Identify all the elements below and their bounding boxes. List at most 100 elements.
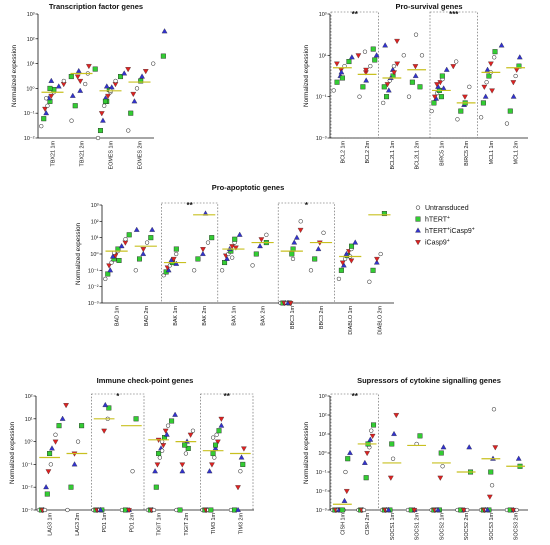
- data-point-htert: [438, 450, 444, 456]
- data-point-untransduced: [75, 439, 81, 444]
- x-tick-label: BAK 1m: [173, 305, 179, 325]
- data-point-icasp9: [187, 432, 194, 438]
- data-point-htert: [106, 405, 112, 411]
- y-tick-label: 10²: [319, 413, 327, 419]
- data-point-icasp9: [126, 508, 132, 514]
- data-point-icasp9: [142, 69, 149, 75]
- data-point-untransduced: [321, 230, 326, 235]
- panel-pro-survival: Pro-survival genes Normalized expession 10…: [303, 2, 528, 169]
- y-tick-label: 10²: [25, 394, 33, 400]
- data-point-htert-icasp9: [206, 468, 213, 474]
- y-axis-label: Normalized expession: [9, 422, 16, 484]
- data-point-htert-icasp9: [133, 226, 140, 232]
- data-point-untransduced: [378, 251, 383, 257]
- x-tick-label: DIABLO 2m: [377, 305, 383, 334]
- data-point-htert-icasp9: [200, 250, 206, 256]
- y-tick-label: 10¹: [319, 53, 327, 59]
- legend-marker-4: [415, 240, 421, 246]
- data-point-htert: [128, 110, 134, 116]
- data-point-untransduced: [489, 483, 495, 488]
- data-point-htert-icasp9: [173, 260, 180, 266]
- data-point-htert-icasp9: [97, 506, 104, 512]
- data-point-icasp9: [492, 445, 499, 451]
- data-point-htert: [372, 57, 378, 63]
- data-point-htert-icasp9: [443, 66, 450, 72]
- data-point-htert: [232, 236, 238, 242]
- data-point-icasp9: [140, 247, 147, 253]
- data-point-htert-icasp9: [291, 239, 298, 245]
- comparison-box: [161, 202, 219, 304]
- data-point-htert: [156, 451, 162, 457]
- data-point-htert-icasp9: [107, 267, 114, 273]
- data-point-htert: [417, 433, 423, 439]
- data-point-untransduced: [205, 240, 211, 245]
- data-point-untransduced: [478, 115, 484, 120]
- data-point-htert: [439, 73, 445, 79]
- data-point-untransduced: [513, 73, 518, 79]
- data-point-icasp9: [218, 416, 225, 422]
- data-point-htert-icasp9: [164, 431, 170, 437]
- data-point-icasp9: [387, 475, 394, 481]
- data-point-untransduced: [230, 255, 235, 260]
- data-point-icasp9: [369, 433, 376, 439]
- data-point-icasp9: [364, 451, 370, 457]
- data-point-htert-icasp9: [55, 83, 62, 89]
- data-point-htert: [210, 451, 216, 457]
- data-point-icasp9: [343, 489, 350, 495]
- data-point-htert-icasp9: [363, 77, 370, 83]
- data-point-htert: [173, 246, 179, 252]
- data-point-icasp9: [339, 260, 346, 266]
- data-point-icasp9: [101, 428, 107, 434]
- data-point-untransduced: [42, 507, 48, 513]
- data-point-untransduced: [401, 53, 406, 58]
- data-point-untransduced: [133, 268, 138, 273]
- data-point-htert-icasp9: [103, 83, 110, 89]
- data-point-untransduced: [157, 455, 162, 460]
- data-point-icasp9: [412, 64, 419, 70]
- y-axis-label: Normalized expession: [303, 45, 310, 107]
- data-point-untransduced: [390, 456, 396, 461]
- data-point-untransduced: [44, 96, 49, 101]
- data-point-htert: [79, 423, 85, 429]
- data-point-htert: [431, 100, 437, 106]
- y-tick-label: 10³: [319, 394, 327, 400]
- x-tick-label: BIRC5 1m: [439, 141, 445, 166]
- data-point-icasp9: [411, 508, 418, 514]
- x-tick-label: BBC3 2m: [319, 306, 325, 330]
- y-tick-label: 10⁻³: [88, 301, 99, 307]
- data-point-icasp9: [355, 53, 362, 59]
- data-point-htert-icasp9: [440, 85, 447, 91]
- y-tick-label: 10²: [91, 219, 99, 225]
- data-point-htert-icasp9: [152, 468, 158, 474]
- x-tick-label: BBC3 1m: [290, 306, 296, 330]
- x-tick-label: BAD 2m: [144, 305, 150, 326]
- data-point-htert-icasp9: [515, 455, 522, 461]
- data-point-htert: [185, 445, 191, 451]
- legend-label: Untransduced: [425, 205, 469, 212]
- data-point-htert-icasp9: [382, 42, 389, 48]
- panel-title: Supressors of cytokine signalling genes: [357, 376, 501, 385]
- data-point-htert: [116, 257, 122, 263]
- data-point-icasp9: [258, 237, 265, 243]
- x-tick-label: CISH 1m: [340, 513, 346, 535]
- data-point-icasp9: [130, 91, 137, 98]
- y-axis-label: Normalized expession: [75, 223, 82, 285]
- legend: Untransduced hTERT+ hTERT+iCasp9+ iCasp9+: [415, 205, 475, 247]
- data-point-htert-icasp9: [385, 506, 392, 512]
- y-tick-label: 10⁻²: [88, 285, 99, 291]
- data-point-htert: [72, 103, 78, 109]
- x-tick-label: SOCS2 1m: [439, 512, 445, 540]
- data-point-untransduced: [144, 240, 150, 245]
- data-point-htert-icasp9: [498, 42, 505, 48]
- x-tick-label: TIM3 1m: [211, 512, 217, 534]
- data-point-untransduced: [190, 428, 196, 433]
- data-point-htert-icasp9: [49, 445, 55, 451]
- y-tick-label: 10⁻²: [24, 136, 35, 142]
- data-point-htert: [169, 418, 175, 424]
- x-tick-label: SOCS2 2m: [464, 512, 470, 540]
- x-tick-label: BCL2 2m: [365, 141, 371, 164]
- data-point-untransduced: [369, 428, 374, 433]
- data-point-untransduced: [491, 407, 497, 412]
- data-point-htert: [334, 79, 340, 85]
- data-point-htert: [56, 423, 62, 429]
